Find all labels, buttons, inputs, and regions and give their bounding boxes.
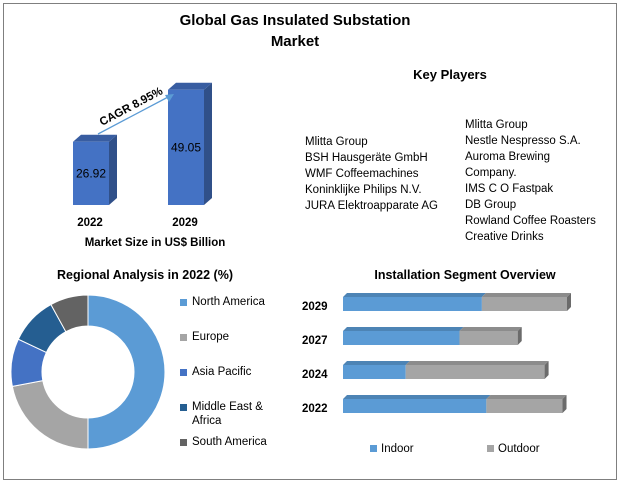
key-player-col2-item: Creative Drinks [465, 231, 544, 243]
installation-bar-side [544, 361, 549, 379]
cagr-arrow-head [165, 94, 174, 102]
key-player-col1-item: JURA Elektroapparate AG [305, 200, 438, 212]
installation-bar-side [562, 395, 567, 413]
installation-legend-swatch [487, 445, 494, 452]
page-title: Global Gas Insulated Substation Market [130, 10, 460, 52]
key-player-col2-item: Nestle Nespresso S.A. [465, 135, 581, 147]
installation-legend-swatch [370, 445, 377, 452]
installation-bar-top [481, 293, 571, 297]
donut-slice [11, 380, 89, 450]
market-bar-value-label: 49.05 [171, 140, 201, 154]
installation-bar-top [405, 361, 549, 365]
key-player-col2-item: DB Group [465, 199, 517, 211]
key-players-column-2: Mlitta Group Nestle Nespresso S.A. Auroma … [465, 117, 596, 245]
market-year-label: 2022 [77, 217, 103, 229]
regional-legend-item: Middle East & Africa [180, 400, 290, 428]
installation-bar-indoor [343, 365, 406, 379]
legend-label: North America [192, 296, 265, 308]
installation-year-label: 2029 [302, 301, 328, 313]
title-line-2: Market [270, 33, 320, 50]
regional-legend-item: South America [180, 435, 290, 449]
installation-bar-top [459, 327, 522, 331]
key-player-col1-item: Koninklijke Philips N.V. [305, 184, 422, 196]
regional-title: Regional Analysis in 2022 (%) [57, 268, 233, 282]
legend-swatch [180, 404, 187, 411]
installation-bar-side [517, 327, 522, 345]
market-size-caption: Market Size in US$ Billion [84, 237, 226, 249]
legend-swatch [180, 299, 187, 306]
regional-legend-item: North America [180, 295, 290, 309]
market-bar-side [204, 82, 212, 205]
installation-bar-top [343, 361, 410, 365]
installation-bar-side [567, 293, 571, 311]
key-player-col1-item: WMF Coffeemachines [305, 168, 419, 180]
installation-bar-top [343, 293, 486, 297]
regional-legend: North America Europe Asia Pacific Middle Ea… [180, 295, 290, 465]
installation-bar-outdoor [481, 297, 567, 311]
installation-title: Installation Segment Overview [374, 268, 556, 282]
market-bar-top [168, 82, 212, 90]
legend-swatch [180, 439, 187, 446]
key-player-col2-item: Mlitta Group [465, 119, 528, 131]
installation-bar-outdoor [486, 399, 563, 413]
market-bar-side [109, 134, 117, 205]
market-bar [168, 89, 204, 205]
cagr-label: CAGR 8.95% [98, 85, 165, 128]
installation-bar-indoor [343, 399, 487, 413]
legend-label: Asia Pacific [192, 366, 252, 378]
legend-swatch [180, 369, 187, 376]
installation-bar-top [343, 327, 464, 331]
legend-swatch [180, 334, 187, 341]
donut-slice [87, 294, 166, 450]
key-player-col2-item: IMS C O Fastpak [465, 183, 554, 195]
legend-label: South America [192, 436, 267, 448]
cagr-arrow [97, 95, 171, 135]
installation-year-label: 2027 [302, 335, 328, 347]
legend-label: Middle East & Africa [192, 401, 263, 427]
market-bar-value-label: 26.92 [76, 166, 106, 180]
installation-bar-top [343, 395, 491, 399]
market-bar-top [73, 134, 117, 142]
key-player-col2-item: Rowland Coffee Roasters [465, 215, 596, 227]
key-player-col1-item: Mlitta Group [305, 136, 368, 148]
installation-chart: 2029 2027 2024 2022 Indoor Outdoor [302, 293, 571, 455]
market-year-label: 2029 [172, 217, 198, 229]
market-size-chart: 26.92 2022 49.05 2029 CAGR 8.95% [73, 82, 212, 229]
installation-bar-indoor [343, 297, 482, 311]
installation-legend-label: Indoor [381, 443, 414, 455]
installation-bar-indoor [343, 331, 460, 345]
key-players-title: Key Players [413, 67, 487, 82]
installation-year-label: 2024 [302, 369, 328, 381]
key-player-col2-item: Company. [465, 167, 517, 179]
key-player-col1-item: BSH Hausgeräte GmbH [305, 152, 428, 164]
legend-label: Europe [192, 331, 230, 343]
regional-legend-item: Asia Pacific [180, 365, 290, 379]
market-bar [73, 141, 109, 205]
title-line-1: Global Gas Insulated Substation [179, 12, 411, 29]
regional-legend-item: Europe [180, 330, 290, 344]
infographic-frame [3, 3, 617, 480]
installation-bar-outdoor [405, 365, 545, 379]
installation-year-label: 2022 [302, 403, 328, 415]
regional-donut-chart [10, 294, 166, 450]
installation-bar-outdoor [459, 331, 518, 345]
donut-slice [50, 294, 89, 333]
key-player-col2-item: Auroma Brewing [465, 151, 551, 163]
installation-legend-label: Outdoor [498, 443, 540, 455]
key-players-column-1: Mlitta Group BSH Hausgeräte GmbH WMF Coffe… [305, 134, 438, 214]
installation-bar-top [486, 395, 567, 399]
